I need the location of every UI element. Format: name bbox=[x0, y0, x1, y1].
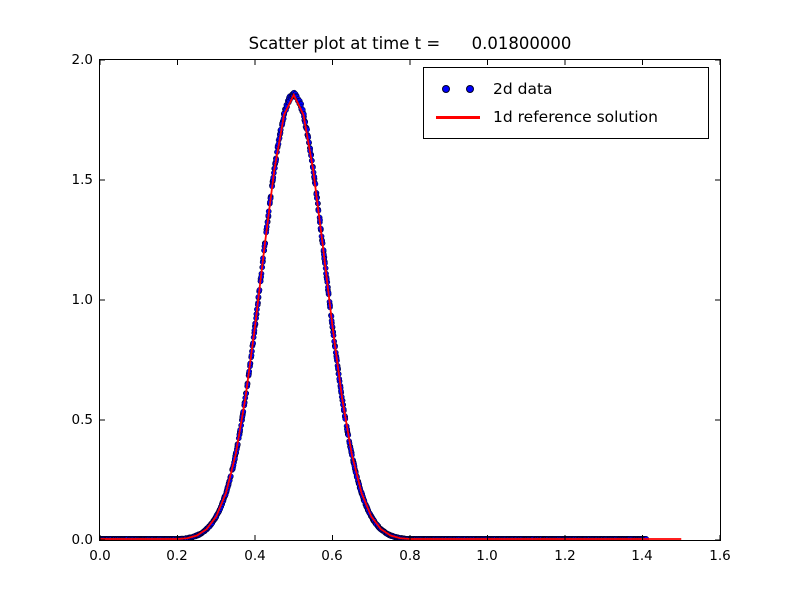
legend-label: 2d data bbox=[493, 80, 553, 98]
chart-legend: 2d data 1d reference solution bbox=[423, 67, 709, 139]
blue-dot-icon bbox=[466, 85, 474, 93]
x-tick-label: 0.8 bbox=[399, 548, 421, 564]
x-tick-label: 1.6 bbox=[709, 548, 731, 564]
x-tick-label: 1.2 bbox=[554, 548, 576, 564]
y-tick-label: 0.0 bbox=[71, 532, 93, 548]
legend-entry-2d-data: 2d data bbox=[434, 75, 698, 103]
chart-canvas bbox=[100, 60, 720, 540]
line-marker-icon bbox=[434, 115, 482, 119]
x-tick-label: 1.4 bbox=[631, 548, 653, 564]
x-tick-label: 1.0 bbox=[476, 548, 498, 564]
legend-entry-1d-reference: 1d reference solution bbox=[434, 103, 698, 131]
y-tick-label: 2.0 bbox=[71, 52, 93, 68]
legend-label: 1d reference solution bbox=[493, 108, 658, 126]
x-tick-label: 0.2 bbox=[166, 548, 188, 564]
scatter-marker-icon bbox=[434, 85, 482, 93]
y-tick-label: 1.5 bbox=[71, 172, 93, 188]
x-tick-label: 0.6 bbox=[321, 548, 343, 564]
chart-title: Scatter plot at time t = 0.01800000 bbox=[248, 34, 572, 53]
y-tick-label: 0.5 bbox=[71, 412, 93, 428]
x-tick-label: 0.0 bbox=[89, 548, 111, 564]
red-line-icon bbox=[436, 115, 480, 119]
blue-dot-icon bbox=[442, 85, 450, 93]
plot-area bbox=[99, 59, 721, 541]
y-tick-label: 1.0 bbox=[71, 292, 93, 308]
x-tick-label: 0.4 bbox=[244, 548, 266, 564]
